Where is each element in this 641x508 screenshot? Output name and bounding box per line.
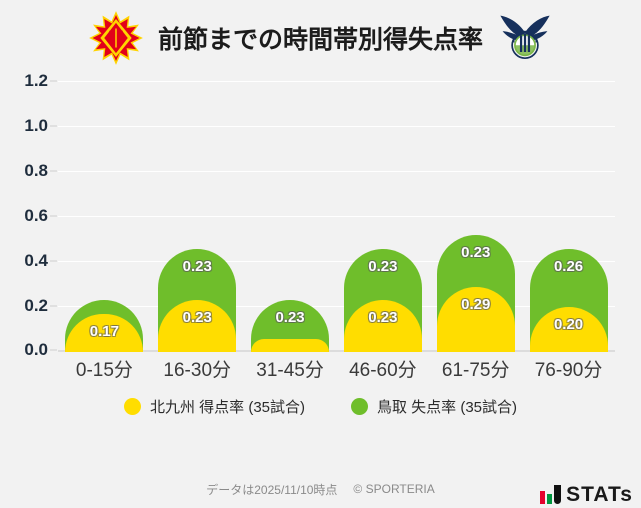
logo-bar-green: [547, 494, 553, 504]
chart-header: 前節までの時間帯別得失点率: [0, 0, 641, 72]
jstats-mark-icon: [540, 485, 562, 504]
y-axis-tick-label: 1.2: [24, 71, 48, 90]
legend-color-swatch-away: [351, 397, 368, 415]
bar-value-label: 0.23: [368, 309, 398, 327]
y-axis-tick-mark: [50, 125, 57, 127]
logo-bar-j: [554, 485, 562, 504]
x-axis-label: 46-60分: [349, 359, 417, 381]
bar-value-label: 0.20: [553, 316, 584, 333]
jstats-wordmark: STATs: [566, 483, 633, 506]
legend-item-away[interactable]: 鳥取 失点率 (35試合): [351, 396, 517, 417]
bar-group[interactable]: 0.23 0.23: [158, 82, 237, 352]
legend-color-swatch-home: [123, 397, 141, 415]
chart-footer: データは2025/11/10時点 © SPORTERIA: [0, 476, 641, 502]
y-axis-tick-mark: [50, 349, 57, 351]
legend-item-home[interactable]: 北九州 得点率 (35試合): [123, 396, 305, 417]
bar-value-label: 0.26: [553, 257, 584, 275]
bar-value-label: 0.23: [275, 309, 305, 327]
bar-groups: 0.230.17 0.23 0.23 0.23 0.06 0.23 0.23 0.23 0.29…: [58, 82, 615, 352]
gridline: 0.0: [24, 340, 615, 359]
gridline: 1.0: [24, 116, 615, 135]
y-axis-tick-label: 0.0: [24, 340, 48, 359]
bar-value-label: 0.23: [182, 309, 212, 327]
logo-bar-red: [540, 491, 546, 504]
x-axis-label: 0-15分: [75, 359, 133, 381]
giravanz-kitakyushu-crest: [89, 11, 143, 65]
y-axis-tick-mark: [50, 215, 57, 217]
y-axis-tick-label: 0.4: [24, 251, 48, 270]
gainare-tottori-crest: [500, 15, 550, 59]
gridlines: 0.0 0.2 0.4 0.6 0.8 1.0 1.2: [24, 71, 615, 359]
plot-area: 0.00.20.40.60.81.01.2 0.230.170.230.230.…: [24, 71, 615, 359]
bar-value-label: 0.23: [461, 244, 491, 261]
y-axis-tick-mark: [50, 260, 57, 262]
gridline: 0.4: [24, 251, 615, 270]
y-axis-tick-mark: [50, 170, 57, 172]
bar-group[interactable]: 0.23 0.29: [436, 82, 515, 352]
chart-legend: 北九州 得点率 (35試合) 鳥取 失点率 (35試合): [0, 384, 641, 428]
y-axis-tick-mark: [50, 305, 57, 307]
bar-group[interactable]: 0.26 0.20: [529, 82, 608, 352]
bar-value-label: 0.23: [368, 257, 398, 275]
data-date-note: データは2025/11/10時点: [206, 482, 338, 497]
bar-value-label: 0.29: [461, 295, 491, 313]
y-axis-tick-mark: [50, 80, 57, 82]
gridline: 0.2: [24, 296, 615, 315]
legend-label-away: 鳥取 失点率 (35試合): [377, 398, 518, 416]
bar-home-scored[interactable]: 0.06: [251, 338, 330, 352]
bar-chart: 0.00.20.40.60.81.01.2 0.230.170.230.230.…: [0, 71, 633, 384]
x-axis-labels: 0-15分 16-30分 31-45分 46-60分 61-75分 76-90分: [58, 352, 615, 384]
x-axis-label: 61-75分: [441, 359, 510, 381]
legend-label-home: 北九州 得点率 (35試合): [149, 398, 305, 416]
gridline: 1.2: [24, 71, 615, 90]
x-axis-label: 16-30分: [163, 359, 232, 381]
y-axis-tick-label: 0.8: [24, 161, 48, 180]
x-axis-label: 76-90分: [534, 359, 603, 381]
page-title: 前節までの時間帯別得失点率: [157, 26, 483, 54]
y-axis-tick-label: 1.0: [24, 116, 48, 135]
bar-group[interactable]: 0.230.17: [65, 82, 144, 352]
gridline: 0.6: [24, 206, 615, 225]
bar-group[interactable]: 0.23 0.23: [343, 82, 422, 352]
bar-value-label: 0.17: [89, 322, 119, 340]
bar-value-label: 0.23: [182, 257, 212, 275]
bar-group[interactable]: 0.23 0.06: [251, 82, 330, 352]
x-axis-label: 31-45分: [256, 359, 324, 381]
y-axis-tick-label: 0.2: [24, 296, 48, 315]
y-axis-tick-label: 0.6: [24, 206, 48, 225]
copyright-text: © SPORTERIA: [353, 482, 435, 496]
gridline: 0.8: [24, 161, 615, 180]
jstats-logo: STATs: [540, 484, 633, 505]
